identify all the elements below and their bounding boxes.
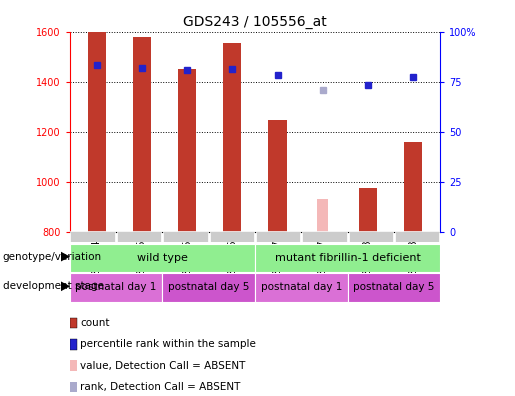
Bar [395, 231, 439, 242]
Text: mutant fibrillin-1 deficient: mutant fibrillin-1 deficient [274, 253, 421, 263]
Bar [404, 142, 422, 232]
Bar [163, 231, 208, 242]
Text: postnatal day 5: postnatal day 5 [353, 282, 435, 293]
Text: postnatal day 1: postnatal day 1 [261, 282, 342, 293]
Bar [133, 37, 151, 232]
Bar [70, 360, 77, 371]
Polygon shape [61, 251, 70, 262]
Bar [256, 231, 300, 242]
Bar [70, 318, 77, 328]
Text: postnatal day 5: postnatal day 5 [168, 282, 249, 293]
Text: wild type: wild type [137, 253, 187, 263]
Bar [255, 244, 440, 272]
Text: rank, Detection Call = ABSENT: rank, Detection Call = ABSENT [80, 382, 241, 392]
Bar [88, 32, 106, 232]
Bar [70, 382, 77, 392]
Text: percentile rank within the sample: percentile rank within the sample [80, 339, 256, 349]
Bar [348, 273, 440, 302]
Bar [162, 273, 255, 302]
Title: GDS243 / 105556_at: GDS243 / 105556_at [183, 15, 327, 29]
Bar [255, 273, 348, 302]
Bar [359, 188, 377, 232]
Polygon shape [61, 281, 70, 291]
Bar [70, 244, 255, 272]
Bar [349, 231, 393, 242]
Text: genotype/variation: genotype/variation [3, 251, 101, 262]
Bar [224, 43, 242, 232]
Text: development stage: development stage [3, 281, 104, 291]
Bar [70, 339, 77, 350]
Text: count: count [80, 318, 110, 328]
Bar [210, 231, 254, 242]
Bar [178, 69, 196, 232]
Bar [71, 231, 115, 242]
Bar [70, 273, 162, 302]
Bar [268, 120, 286, 232]
Bar [317, 199, 329, 232]
Bar [117, 231, 161, 242]
Text: postnatal day 1: postnatal day 1 [75, 282, 157, 293]
Bar [302, 231, 347, 242]
Text: value, Detection Call = ABSENT: value, Detection Call = ABSENT [80, 361, 246, 371]
